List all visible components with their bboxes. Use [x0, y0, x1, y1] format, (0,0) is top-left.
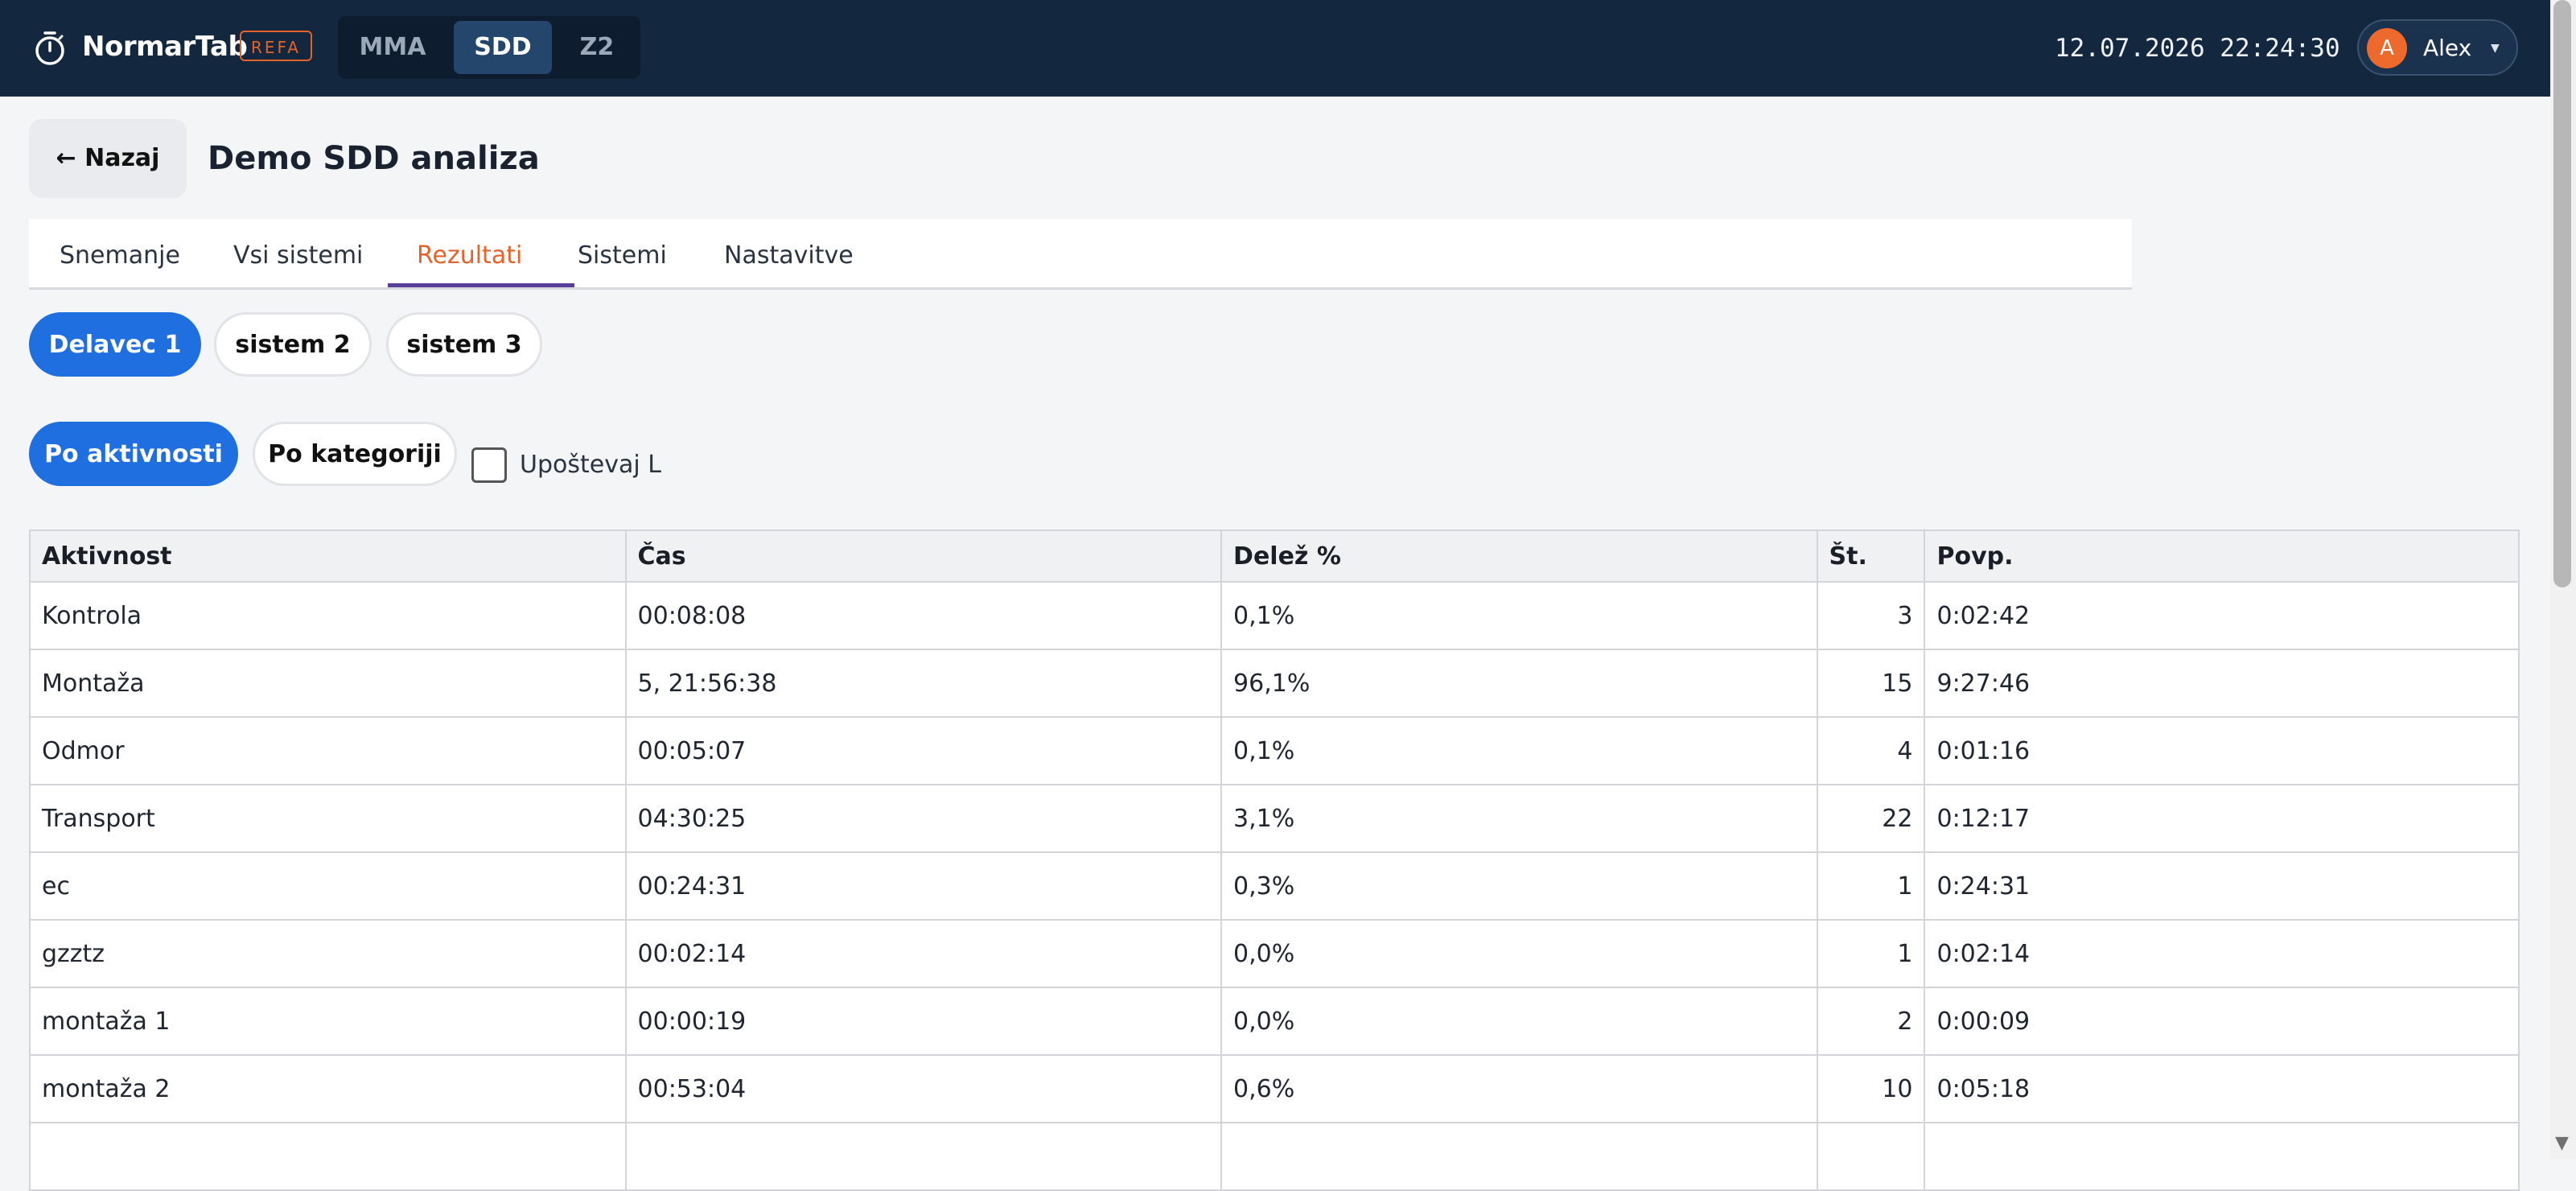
table-row: gzztz 00:02:14 0,0% 1 0:02:14: [29, 919, 2520, 988]
mode-sdd[interactable]: SDD: [454, 21, 552, 74]
refa-badge: REFA: [240, 31, 312, 61]
table-header-row: Aktivnost Čas Delež % Št. Povp.: [29, 530, 2520, 583]
cell-count: 2: [1816, 987, 1926, 1056]
cell-share: 0,3%: [1220, 851, 1818, 921]
scrollbar-thumb[interactable]: [2553, 0, 2571, 587]
cell-count: [1816, 1122, 1926, 1191]
tab-sistemi[interactable]: Sistemi: [578, 241, 667, 270]
col-header-count: Št.: [1816, 530, 1926, 583]
cell-activity: [29, 1122, 627, 1191]
page-scrollbar[interactable]: ▼: [2550, 0, 2576, 1159]
cell-activity: Kontrola: [29, 581, 627, 650]
table-row: montaža 1 00:00:19 0,0% 2 0:00:09: [29, 987, 2520, 1056]
cell-average: [1924, 1122, 2520, 1191]
table-row: montaža 2 00:53:04 0,6% 10 0:05:18: [29, 1054, 2520, 1123]
group-by-activity-button[interactable]: Po aktivnosti: [29, 422, 238, 486]
cell-count: 3: [1816, 581, 1926, 650]
scroll-down-arrow-icon[interactable]: ▼: [2555, 1133, 2569, 1153]
top-bar: NormarTab REFA MMA SDD Z2 12.07.2026 22:…: [0, 0, 2550, 97]
cell-time: 00:00:19: [624, 987, 1223, 1056]
cell-average: 9:27:46: [1924, 649, 2520, 718]
worker-chip-sistem-2[interactable]: sistem 2: [214, 312, 372, 377]
include-l-label: Upoštevaj L: [520, 451, 661, 479]
cell-count: 1: [1816, 919, 1926, 988]
active-tab-indicator: [388, 283, 574, 287]
cell-time: 00:02:14: [624, 919, 1223, 988]
cell-time: 04:30:25: [624, 784, 1223, 853]
cell-time: 00:05:07: [624, 716, 1223, 785]
cell-share: 0,1%: [1220, 716, 1818, 785]
cell-share: 0,1%: [1220, 581, 1818, 650]
app-name: NormarTab: [82, 31, 248, 63]
cell-average: 0:12:17: [1924, 784, 2520, 853]
group-by-category-button[interactable]: Po kategoriji: [253, 422, 457, 486]
cell-time: 5, 21:56:38: [624, 649, 1223, 718]
table-row: Transport 04:30:25 3,1% 22 0:12:17: [29, 784, 2520, 853]
back-button[interactable]: ← Nazaj: [29, 119, 187, 198]
page-title: Demo SDD analiza: [208, 140, 540, 177]
tab-bar: Snemanje Vsi sistemi Rezultati Sistemi N…: [29, 219, 2132, 290]
tab-rezultati[interactable]: Rezultati: [417, 241, 523, 270]
cell-activity: montaža 2: [29, 1054, 627, 1123]
cell-activity: montaža 1: [29, 987, 627, 1056]
cell-time: [624, 1122, 1223, 1191]
cell-average: 0:01:16: [1924, 716, 2520, 785]
avatar: A: [2367, 28, 2407, 68]
cell-activity: Odmor: [29, 716, 627, 785]
cell-share: 3,1%: [1220, 784, 1818, 853]
table-row: Kontrola 00:08:08 0,1% 3 0:02:42: [29, 581, 2520, 650]
cell-activity: gzztz: [29, 919, 627, 988]
worker-chip-delavec-1[interactable]: Delavec 1: [29, 312, 201, 377]
cell-average: 0:02:42: [1924, 581, 2520, 650]
user-menu[interactable]: A Alex ▼: [2357, 19, 2518, 76]
table-row: Montaža 5, 21:56:38 96,1% 15 9:27:46: [29, 649, 2520, 718]
tab-snemanje[interactable]: Snemanje: [60, 241, 180, 270]
cell-average: 0:05:18: [1924, 1054, 2520, 1123]
tab-vsi-sistemi[interactable]: Vsi sistemi: [233, 241, 364, 270]
caret-down-icon: ▼: [2491, 42, 2500, 55]
cell-average: 0:24:31: [1924, 851, 2520, 921]
cell-average: 0:02:14: [1924, 919, 2520, 988]
cell-activity: Montaža: [29, 649, 627, 718]
col-header-activity: Aktivnost: [29, 530, 627, 583]
cell-activity: Transport: [29, 784, 627, 853]
table-row: [29, 1122, 2520, 1191]
datetime-display: 12.07.2026 22:24:30: [2055, 34, 2340, 63]
mode-switcher: MMA SDD Z2: [338, 16, 640, 79]
cell-count: 4: [1816, 716, 1926, 785]
cell-time: 00:08:08: [624, 581, 1223, 650]
user-name: Alex: [2423, 35, 2472, 61]
cell-time: 00:24:31: [624, 851, 1223, 921]
tab-nastavitve[interactable]: Nastavitve: [724, 241, 854, 270]
col-header-time: Čas: [624, 530, 1223, 583]
cell-share: 96,1%: [1220, 649, 1818, 718]
mode-z2[interactable]: Z2: [579, 33, 615, 61]
cell-share: 0,0%: [1220, 987, 1818, 1056]
mode-mma[interactable]: MMA: [359, 33, 426, 61]
cell-count: 10: [1816, 1054, 1926, 1123]
include-l-checkbox[interactable]: [471, 447, 507, 483]
cell-count: 22: [1816, 784, 1926, 853]
table-row: Odmor 00:05:07 0,1% 4 0:01:16: [29, 716, 2520, 785]
cell-activity: ec: [29, 851, 627, 921]
cell-share: 0,0%: [1220, 919, 1818, 988]
worker-chip-sistem-3[interactable]: sistem 3: [386, 312, 542, 377]
table-row: ec 00:24:31 0,3% 1 0:24:31: [29, 851, 2520, 921]
cell-count: 15: [1816, 649, 1926, 718]
cell-average: 0:00:09: [1924, 987, 2520, 1056]
cell-count: 1: [1816, 851, 1926, 921]
col-header-average: Povp.: [1924, 530, 2520, 583]
results-table: Aktivnost Čas Delež % Št. Povp. Kontrola…: [29, 530, 2520, 1191]
stopwatch-icon: [35, 31, 64, 65]
cell-share: 0,6%: [1220, 1054, 1818, 1123]
cell-share: [1220, 1122, 1818, 1191]
cell-time: 00:53:04: [624, 1054, 1223, 1123]
col-header-share: Delež %: [1220, 530, 1818, 583]
